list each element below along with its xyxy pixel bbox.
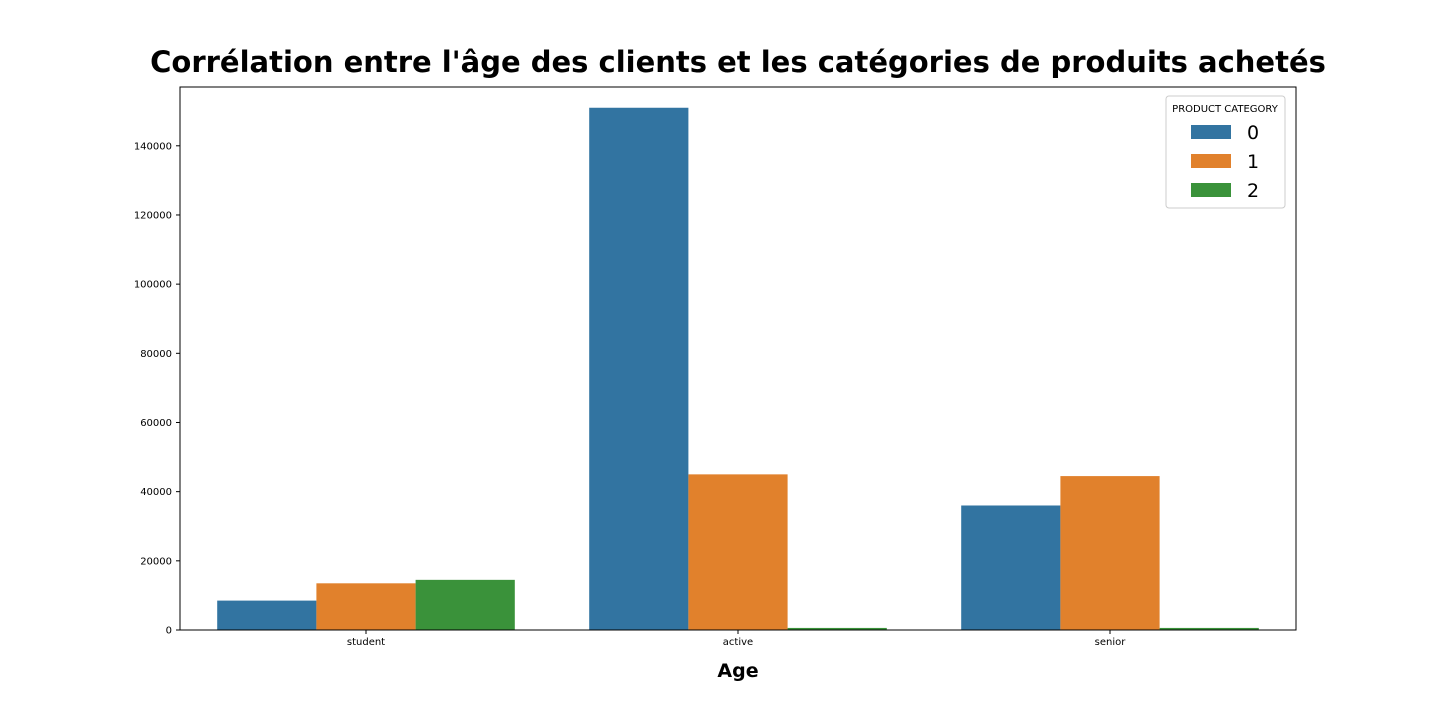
legend: PRODUCT CATEGORY 0 1 2 bbox=[1165, 95, 1286, 209]
y-tick-label: 60000 bbox=[140, 418, 172, 429]
bar-student-series-2 bbox=[415, 579, 515, 630]
bar-active-series-1 bbox=[688, 474, 788, 630]
y-tick-label: 20000 bbox=[140, 556, 172, 567]
y-tick-label: 120000 bbox=[134, 210, 172, 221]
y-tick-label: 80000 bbox=[140, 349, 172, 360]
plot-area: 0 20000 40000 60000 80000 100000 120000 140000 s… bbox=[134, 86, 1297, 648]
bar-student-series-0 bbox=[217, 600, 317, 630]
chart-title: Corrélation entre l'âge des clients et l… bbox=[150, 45, 1326, 79]
x-axis-label: Age bbox=[717, 660, 758, 682]
bar-active-series-2 bbox=[787, 627, 887, 630]
bar-senior-series-0 bbox=[961, 505, 1061, 630]
legend-label-2: 2 bbox=[1247, 180, 1259, 202]
x-tick-label-active: active bbox=[723, 637, 753, 648]
legend-label-0: 0 bbox=[1247, 122, 1259, 144]
legend-label-1: 1 bbox=[1247, 151, 1259, 173]
y-tick-label: 40000 bbox=[140, 487, 172, 498]
legend-swatch-2 bbox=[1191, 183, 1231, 197]
bar-student-series-1 bbox=[316, 583, 416, 630]
bar-senior-series-1 bbox=[1060, 476, 1160, 630]
legend-swatch-0 bbox=[1191, 125, 1231, 139]
y-tick-label: 140000 bbox=[134, 141, 172, 152]
y-tick-label: 100000 bbox=[134, 280, 172, 291]
legend-box bbox=[1165, 95, 1286, 209]
bar-active-series-0 bbox=[589, 107, 689, 631]
x-tick-label-student: student bbox=[347, 637, 385, 648]
x-tick-label-senior: senior bbox=[1095, 637, 1127, 648]
y-tick-label: 0 bbox=[166, 626, 172, 637]
bar-senior-series-2 bbox=[1159, 627, 1259, 630]
legend-title: PRODUCT CATEGORY bbox=[1172, 104, 1279, 115]
legend-swatch-1 bbox=[1191, 154, 1231, 168]
